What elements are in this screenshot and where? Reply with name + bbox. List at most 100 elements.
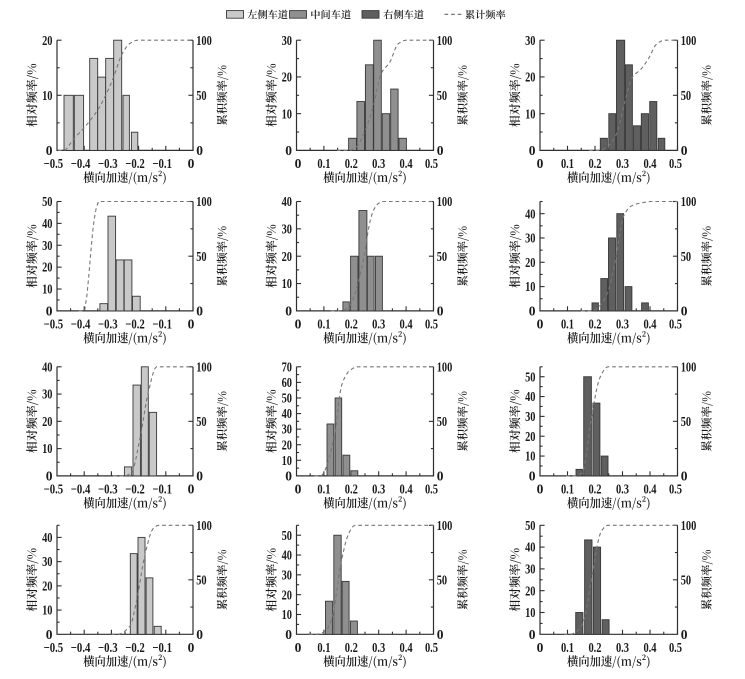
svg-text:50: 50 (282, 528, 293, 543)
svg-text:−0.3: −0.3 (98, 316, 118, 331)
svg-text:0: 0 (537, 640, 544, 655)
svg-text:10: 10 (282, 453, 293, 468)
svg-text:40: 40 (282, 406, 293, 421)
svg-text:−0.4: −0.4 (71, 640, 91, 655)
svg-text:30: 30 (282, 422, 293, 437)
svg-text:−0.4: −0.4 (71, 316, 91, 331)
svg-text:0.1: 0.1 (561, 481, 574, 496)
svg-text:0.2: 0.2 (588, 156, 601, 171)
svg-text:20: 20 (525, 429, 536, 444)
svg-text:−0.3: −0.3 (98, 156, 118, 171)
svg-text:50: 50 (196, 88, 207, 103)
svg-text:10: 10 (42, 88, 53, 103)
svg-text:10: 10 (525, 605, 536, 620)
svg-text:50: 50 (437, 414, 448, 429)
svg-text:0: 0 (285, 627, 292, 642)
svg-text:0.1: 0.1 (561, 156, 574, 171)
svg-text:30: 30 (525, 562, 536, 577)
svg-text:−0.4: −0.4 (71, 481, 91, 496)
svg-text:20: 20 (282, 437, 293, 452)
svg-text:10: 10 (282, 607, 293, 622)
svg-text:−0.2: −0.2 (125, 640, 145, 655)
svg-text:0.5: 0.5 (669, 316, 682, 331)
svg-text:50: 50 (196, 249, 207, 264)
svg-text:0: 0 (529, 143, 536, 158)
svg-text:40: 40 (42, 359, 53, 374)
svg-text:0: 0 (196, 304, 203, 319)
svg-text:100: 100 (196, 33, 212, 48)
svg-text:0.1: 0.1 (317, 481, 330, 496)
svg-text:10: 10 (525, 106, 536, 121)
svg-text:0: 0 (188, 481, 195, 496)
svg-text:20: 20 (525, 583, 536, 598)
svg-text:0: 0 (46, 304, 53, 319)
svg-text:−0.5: −0.5 (44, 316, 64, 331)
svg-text:0: 0 (295, 640, 302, 655)
svg-text:10: 10 (42, 441, 53, 456)
svg-text:0.3: 0.3 (372, 481, 385, 496)
svg-text:0: 0 (46, 143, 53, 158)
svg-text:100: 100 (681, 359, 697, 374)
svg-text:0: 0 (681, 469, 688, 484)
svg-text:0: 0 (529, 469, 536, 484)
svg-text:0.5: 0.5 (425, 481, 438, 496)
svg-text:10: 10 (42, 282, 53, 297)
svg-text:0.3: 0.3 (372, 156, 385, 171)
svg-text:−0.2: −0.2 (125, 316, 145, 331)
svg-text:0.4: 0.4 (643, 316, 656, 331)
svg-text:−0.1: −0.1 (152, 156, 172, 171)
svg-text:20: 20 (282, 587, 293, 602)
svg-text:−0.1: −0.1 (152, 316, 172, 331)
svg-text:0.5: 0.5 (425, 156, 438, 171)
svg-text:50: 50 (437, 572, 448, 587)
svg-text:50: 50 (196, 414, 207, 429)
svg-text:20: 20 (282, 249, 293, 264)
svg-text:30: 30 (525, 33, 536, 48)
svg-text:−0.5: −0.5 (44, 640, 64, 655)
svg-text:0: 0 (437, 469, 444, 484)
svg-text:0.5: 0.5 (669, 156, 682, 171)
svg-text:50: 50 (681, 88, 692, 103)
svg-text:0: 0 (529, 627, 536, 642)
svg-text:100: 100 (681, 33, 697, 48)
svg-text:0: 0 (681, 143, 688, 158)
svg-text:−0.3: −0.3 (98, 640, 118, 655)
svg-text:30: 30 (282, 33, 293, 48)
svg-text:0: 0 (285, 143, 292, 158)
svg-text:0: 0 (681, 627, 688, 642)
svg-text:20: 20 (525, 70, 536, 85)
svg-text:50: 50 (681, 572, 692, 587)
svg-text:0.4: 0.4 (643, 640, 656, 655)
svg-text:−0.3: −0.3 (98, 481, 118, 496)
svg-text:100: 100 (681, 194, 697, 209)
svg-text:40: 40 (282, 194, 293, 209)
svg-text:−0.2: −0.2 (125, 156, 145, 171)
svg-text:0: 0 (285, 469, 292, 484)
svg-text:0.5: 0.5 (425, 316, 438, 331)
svg-text:30: 30 (282, 221, 293, 236)
svg-text:70: 70 (282, 359, 293, 374)
svg-text:100: 100 (437, 359, 453, 374)
svg-text:50: 50 (681, 414, 692, 429)
svg-text:40: 40 (42, 530, 53, 545)
svg-text:0: 0 (295, 481, 302, 496)
svg-text:20: 20 (42, 33, 53, 48)
svg-text:0.1: 0.1 (317, 156, 330, 171)
svg-text:−0.5: −0.5 (44, 156, 64, 171)
svg-text:0: 0 (437, 627, 444, 642)
svg-text:30: 30 (282, 567, 293, 582)
svg-text:0.2: 0.2 (345, 640, 358, 655)
svg-text:50: 50 (196, 572, 207, 587)
svg-text:30: 30 (42, 554, 53, 569)
svg-text:0: 0 (196, 469, 203, 484)
svg-text:100: 100 (437, 518, 453, 533)
svg-text:0.4: 0.4 (643, 481, 656, 496)
svg-text:0: 0 (537, 481, 544, 496)
svg-text:0: 0 (295, 316, 302, 331)
svg-text:0.3: 0.3 (372, 640, 385, 655)
svg-text:0.1: 0.1 (317, 640, 330, 655)
svg-text:50: 50 (525, 369, 536, 384)
svg-text:0.4: 0.4 (400, 156, 413, 171)
svg-text:−0.1: −0.1 (152, 640, 172, 655)
svg-text:0.3: 0.3 (372, 316, 385, 331)
